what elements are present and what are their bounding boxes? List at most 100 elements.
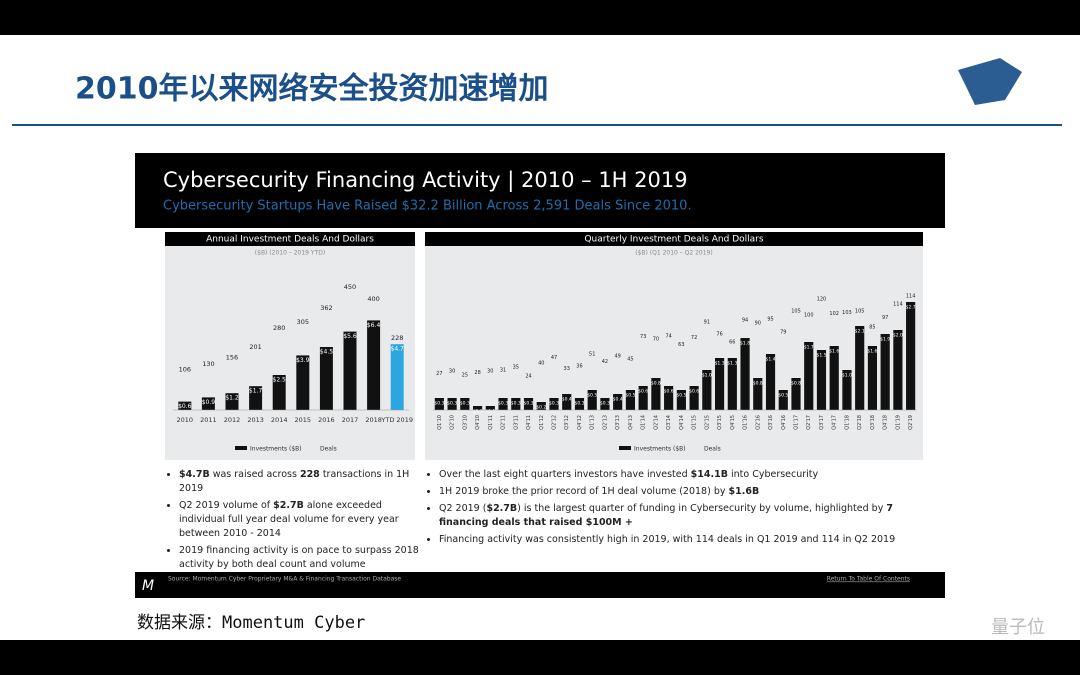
bar: [906, 302, 916, 410]
x-tick-label: Q2'12: [552, 415, 558, 430]
value-label: $2.1: [855, 329, 865, 335]
x-tick-label: Q4'18: [883, 415, 889, 430]
value-label: $5.6: [343, 333, 357, 340]
value-label: $0.4: [613, 397, 623, 403]
value-label: $0.3: [434, 401, 444, 407]
value-label: $0.8: [651, 381, 661, 387]
x-tick-label: Q3'18: [870, 415, 876, 430]
deal-label: 280: [273, 324, 285, 332]
bullet-text: $2.7B: [486, 503, 518, 514]
bar: [225, 393, 239, 410]
deal-label: 30: [449, 369, 455, 375]
bar: [651, 378, 661, 410]
x-tick-label: Q1'17: [794, 415, 800, 430]
bullets-left: $4.7B was raised across 228 transactions…: [165, 468, 419, 575]
value-label: $4.5: [320, 349, 334, 356]
bar: [390, 344, 404, 410]
bar: [434, 398, 444, 410]
bullet-text: alone exceeded individual full year deal…: [179, 500, 399, 539]
chart-header: [425, 232, 923, 246]
deal-label: 95: [767, 317, 773, 323]
x-tick-label: Q1'13: [590, 415, 596, 430]
deal-label: 66: [729, 340, 735, 346]
deal-label: 49: [614, 353, 620, 359]
deal-label: 362: [320, 304, 332, 312]
footer-link[interactable]: Return To Table Of Contents: [827, 576, 910, 583]
value-label: $0.6: [689, 389, 699, 395]
value-label: $4.7: [391, 346, 405, 353]
deal-label: 156: [226, 354, 238, 362]
bar: [485, 406, 495, 410]
x-tick-label: Q2'13: [602, 415, 608, 430]
x-tick-label: Q2'18: [857, 415, 863, 430]
deal-label: 100: [804, 313, 814, 319]
value-label: $0.6: [178, 403, 192, 410]
bar: [804, 342, 814, 410]
watermark: 量子位: [991, 617, 1045, 638]
bar: [689, 386, 699, 410]
value-label: $1.7: [249, 388, 263, 395]
x-tick-label: YTD 2019: [380, 416, 413, 424]
bar: [829, 346, 839, 410]
bullet-text: $2.7B: [273, 500, 304, 511]
x-tick-label: Q1'16: [743, 415, 749, 430]
x-tick-label: 2010: [177, 416, 194, 424]
value-label: $0.3: [600, 401, 610, 407]
header-subtitle: Cybersecurity Startups Have Raised $32.2…: [163, 199, 692, 214]
deal-label: 31: [500, 368, 506, 374]
bullet-text: transactions in 1H 2019: [179, 469, 410, 494]
deal-label: 120: [817, 297, 827, 303]
bullet: Q2 2019 ($2.7B) is the largest quarter o…: [439, 502, 939, 530]
deal-label: 27: [436, 371, 442, 377]
bullet: 2019 financing activity is on pace to su…: [179, 544, 419, 572]
value-label: $0.3: [460, 401, 470, 407]
value-label: $0.5: [587, 393, 597, 399]
value-label: $0.6: [638, 389, 648, 395]
value-label: $0.4: [562, 397, 572, 403]
bar: [778, 390, 788, 410]
value-label: $1.7: [804, 345, 814, 351]
deal-label: 105: [855, 309, 865, 315]
bar: [296, 355, 310, 410]
value-label: $0.3: [447, 401, 457, 407]
legend-swatch: [619, 446, 631, 450]
bullet-text: 1H 2019 broke the prior record of 1H dea…: [439, 486, 729, 497]
x-tick-label: 2018: [365, 416, 382, 424]
value-label: $0.3: [498, 401, 508, 407]
legend-swatch: [235, 446, 247, 450]
deal-label: 25: [462, 373, 468, 379]
bar: [702, 370, 712, 410]
x-tick-label: Q1'14: [641, 415, 647, 430]
value-label: $0.5: [676, 393, 686, 399]
x-tick-label: 2013: [247, 416, 264, 424]
header-title: Cybersecurity Financing Activity | 2010 …: [163, 168, 688, 193]
legend-label: Investments ($B): [634, 446, 686, 453]
bar: [549, 398, 559, 410]
bar: [178, 401, 192, 410]
value-label: $1.2: [225, 395, 239, 402]
bullet-text: Q2 2019 (: [439, 503, 487, 514]
bar: [842, 370, 852, 410]
chart-subtitle: ($B) (2010 – 2019 YTD): [255, 250, 325, 257]
x-tick-label: 2017: [342, 416, 359, 424]
value-label: $0.2: [536, 405, 546, 411]
bullet: Over the last eight quarters investors h…: [439, 468, 939, 482]
x-tick-label: Q1'18: [844, 415, 850, 430]
bullet-text: 2019 financing activity is on pace to su…: [179, 545, 419, 570]
bar: [676, 390, 686, 410]
x-tick-label: 2011: [200, 416, 217, 424]
value-label: $0.3: [549, 401, 559, 407]
value-label: $0.1: [473, 409, 483, 415]
bar: [367, 320, 381, 410]
deal-label: 114: [893, 301, 903, 307]
x-tick-label: Q4'14: [679, 415, 685, 430]
deal-label: 450: [344, 283, 356, 291]
x-tick-label: 2012: [224, 416, 241, 424]
legend-label: Investments ($B): [250, 446, 302, 453]
bar: [249, 386, 263, 410]
x-tick-label: Q2'15: [704, 415, 710, 430]
deal-label: 35: [513, 365, 519, 371]
bar: [498, 398, 508, 410]
